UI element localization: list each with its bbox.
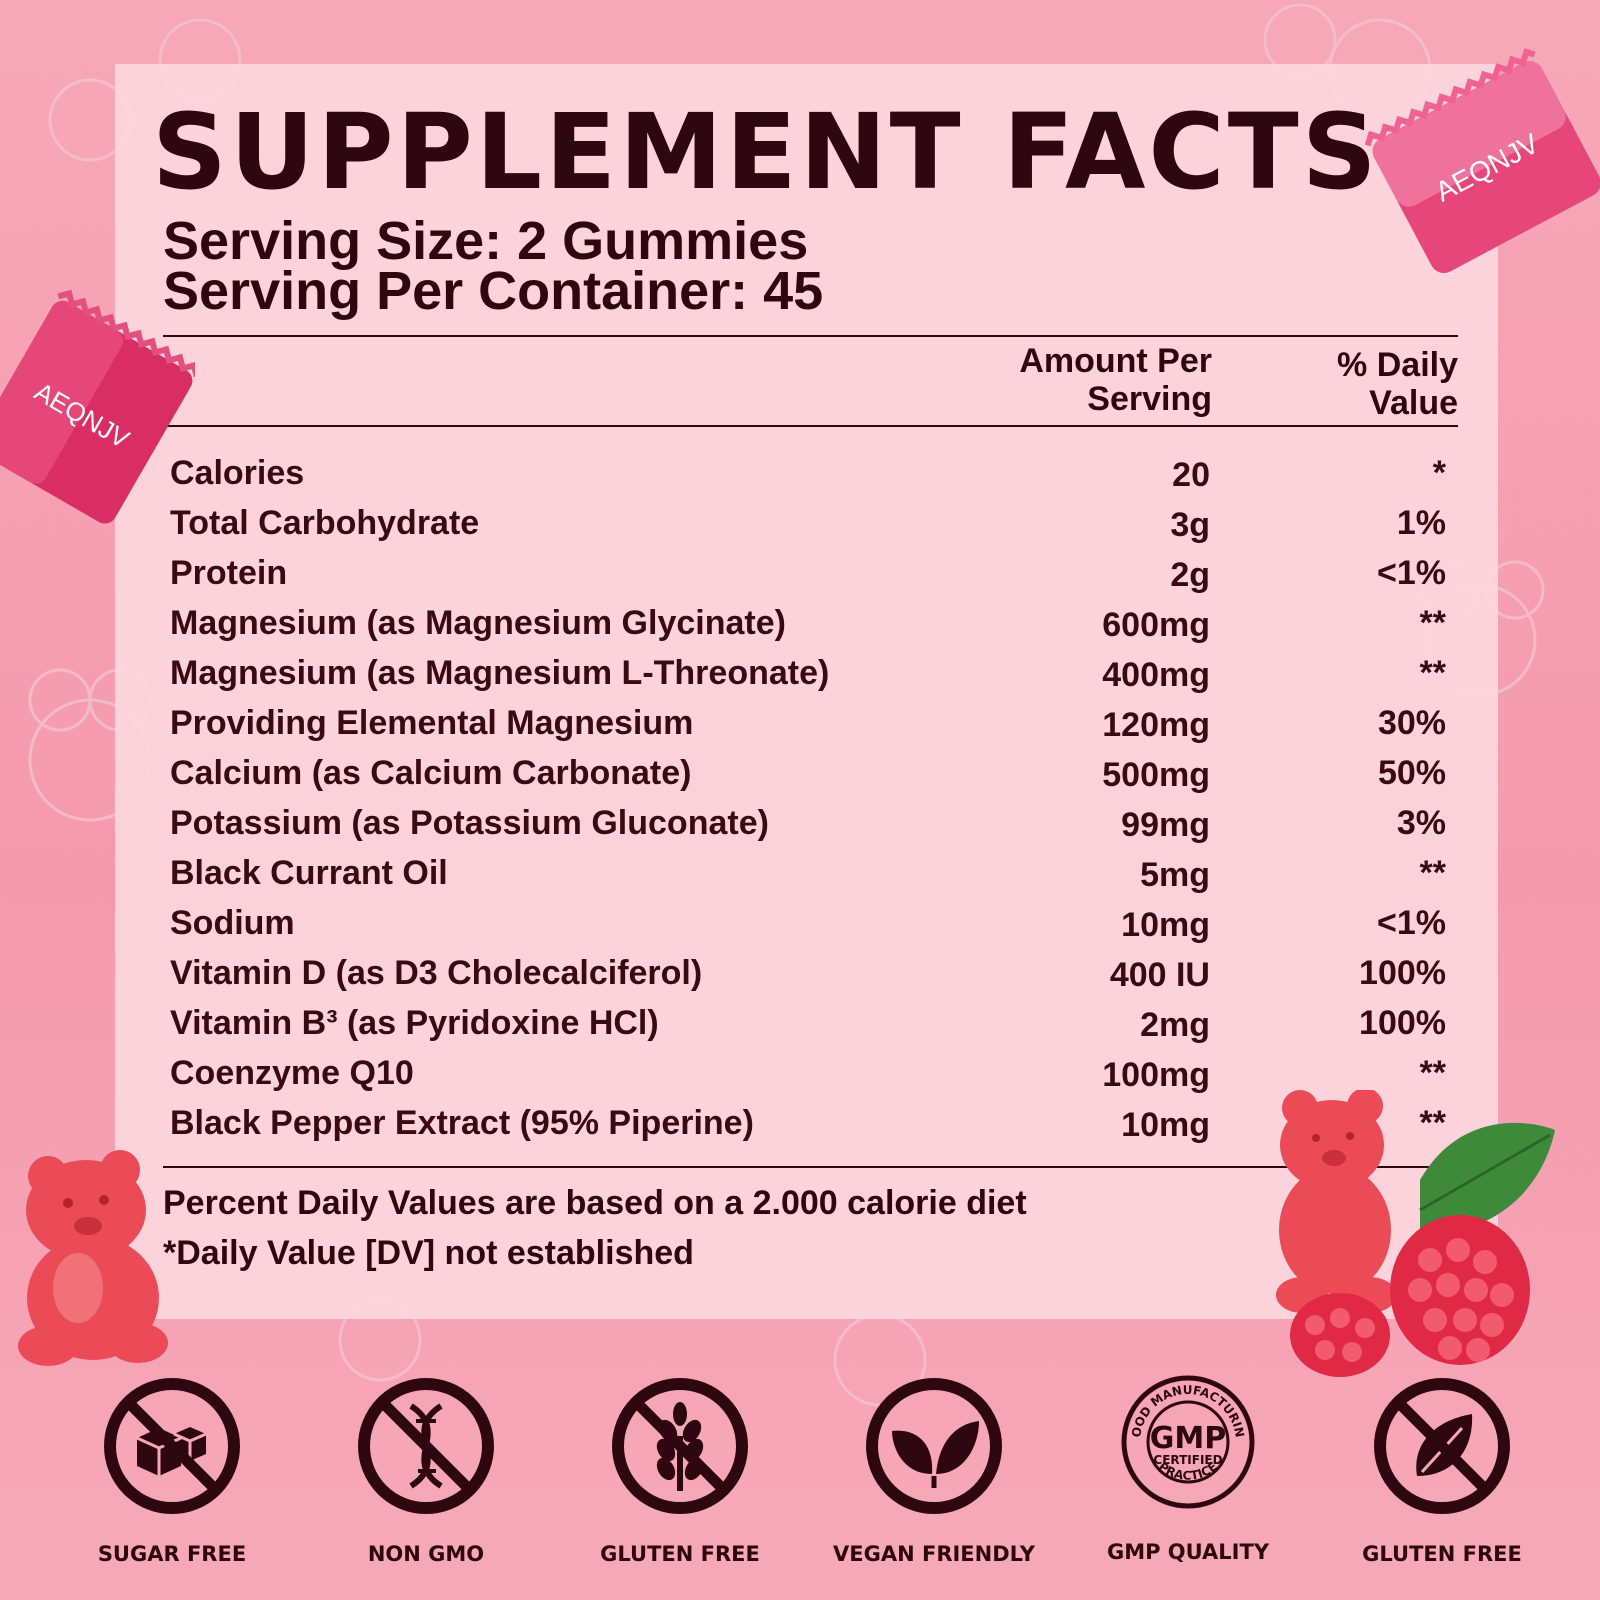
nutrient-amount: 500mg <box>1102 756 1210 794</box>
nutrient-daily-value: ** <box>1419 654 1446 692</box>
nutrient-daily-value: ** <box>1419 1054 1446 1092</box>
nutrient-name: Coenzyme Q10 <box>170 1054 414 1092</box>
nutrient-amount: 10mg <box>1121 906 1210 944</box>
badge-label-gluten-free: GLUTEN FREE <box>600 1542 760 1566</box>
nutrient-name: Potassium (as Potassium Gluconate) <box>170 804 769 842</box>
facts-panel <box>115 64 1498 1319</box>
gmp-seal-bottom-text: PRACTICE <box>1156 1459 1220 1483</box>
candy-wrapper-left: AEQNJV <box>0 289 195 524</box>
page-title: SUPPLEMENT FACTS <box>152 91 1380 213</box>
nutrient-daily-value: 3% <box>1396 804 1446 842</box>
svg-text:PRACTICE: PRACTICE <box>1156 1459 1220 1483</box>
table-row: Vitamin D (as D3 Cholecalciferol) 400 IU 1… <box>170 948 1460 998</box>
badge-label-gmp-quality: GMP QUALITY <box>1106 1540 1270 1564</box>
table-row: Sodium 10mg <1% <box>170 898 1460 948</box>
nutrient-name: Magnesium (as Magnesium L-Threonate) <box>170 654 830 692</box>
table-row: Calcium (as Calcium Carbonate) 500mg 50% <box>170 748 1460 798</box>
gmp-seal-center-text: GMP <box>1150 1421 1226 1456</box>
nutrient-daily-value: 100% <box>1359 954 1446 992</box>
no-wheat-icon <box>612 1378 748 1514</box>
nutrient-name: Vitamin D (as D3 Cholecalciferol) <box>170 954 703 992</box>
no-sugar-cubes-icon <box>104 1378 240 1514</box>
nutrient-name: Total Carbohydrate <box>170 504 480 542</box>
header-divider <box>163 425 1458 427</box>
nutrient-daily-value: 100% <box>1359 1004 1446 1042</box>
table-row: Magnesium (as Magnesium L-Threonate) 400m… <box>170 648 1460 698</box>
nutrient-amount: 400 IU <box>1109 956 1210 994</box>
nutrient-name: Protein <box>170 554 288 592</box>
nutrient-amount: 100mg <box>1102 1056 1210 1094</box>
table-row: Providing Elemental Magnesium 120mg 30% <box>170 698 1460 748</box>
table-row: Vitamin B³ (as Pyridoxine HCl) 2mg 100% <box>170 998 1460 1048</box>
nutrient-amount: 120mg <box>1102 706 1210 744</box>
nutrient-name: Magnesium (as Magnesium Glycinate) <box>170 604 786 642</box>
nutrient-daily-value: ** <box>1419 1104 1446 1142</box>
nutrient-daily-value: <1% <box>1377 554 1446 592</box>
gummy-bear-raspberry-right <box>1276 1090 1555 1377</box>
nutrient-name: Calories <box>170 454 305 492</box>
table-row: Black Pepper Extract (95% Piperine) 10mg *… <box>170 1098 1460 1148</box>
table-row: Potassium (as Potassium Gluconate) 99mg 3% <box>170 798 1460 848</box>
nutrient-amount: 10mg <box>1121 1106 1210 1144</box>
nutrient-amount: 99mg <box>1121 806 1210 844</box>
table-row: Protein 2g <1% <box>170 548 1460 598</box>
candy-wrapper-top-right: AEQNJV <box>1364 48 1600 273</box>
nutrient-daily-value: * <box>1432 454 1446 492</box>
nutrient-amount: 3g <box>1170 506 1210 544</box>
nutrient-daily-value: 30% <box>1377 704 1446 742</box>
bottom-divider <box>163 1166 1458 1168</box>
gmp-seal-icon: GOOD MANUFACTURING PRACTICE GMP CERTIFIE… <box>1118 1372 1255 1509</box>
footnote-dv-not-established: *Daily Value [DV] not established <box>163 1234 694 1272</box>
nutrient-name: Calcium (as Calcium Carbonate) <box>170 754 692 792</box>
top-divider <box>163 335 1458 337</box>
table-row: Magnesium (as Magnesium Glycinate) 600mg *… <box>170 598 1460 648</box>
nutrient-amount: 2g <box>1170 556 1210 594</box>
servings-per-container: Serving Per Container: 45 <box>163 261 824 321</box>
no-leaf-icon <box>1374 1378 1510 1514</box>
gmp-seal-sub-text: CERTIFIED <box>1153 1453 1222 1467</box>
facts-table: Calories 20 * Total Carbohydrate 3g 1% Protein… <box>170 448 1460 1148</box>
nutrient-amount: 2mg <box>1140 1006 1210 1044</box>
daily-value-column-header: % Daily Value <box>1337 346 1458 422</box>
table-row: Black Currant Oil 5mg ** <box>170 848 1460 898</box>
nutrient-daily-value: ** <box>1419 854 1446 892</box>
nutrient-name: Vitamin B³ (as Pyridoxine HCl) <box>170 1004 659 1042</box>
badge-label-vegan-friendly: VEGAN FRIENDLY <box>833 1542 1035 1566</box>
nutrient-amount: 20 <box>1172 456 1210 494</box>
no-dna-icon <box>358 1378 494 1514</box>
nutrient-name: Providing Elemental Magnesium <box>170 704 694 742</box>
table-row: Coenzyme Q10 100mg ** <box>170 1048 1460 1098</box>
table-row: Calories 20 * <box>170 448 1460 498</box>
nutrient-daily-value: ** <box>1419 604 1446 642</box>
table-row: Total Carbohydrate 3g 1% <box>170 498 1460 548</box>
nutrient-amount: 400mg <box>1102 656 1210 694</box>
footnote-daily-values: Percent Daily Values are based on a 2.00… <box>163 1184 1027 1222</box>
nutrient-amount: 600mg <box>1102 606 1210 644</box>
leaf-icon <box>866 1378 1002 1514</box>
gummy-bear-left <box>18 1150 168 1366</box>
nutrient-name: Black Currant Oil <box>170 854 448 892</box>
serving-size: Serving Size: 2 Gummies <box>163 211 809 271</box>
nutrient-daily-value: 50% <box>1377 754 1446 792</box>
badge-label-sugar-free: SUGAR FREE <box>97 1542 247 1566</box>
badge-label-gluten-free-2: GLUTEN FREE <box>1362 1542 1522 1566</box>
nutrient-daily-value: 1% <box>1396 504 1446 542</box>
nutrient-daily-value: <1% <box>1377 904 1446 942</box>
nutrient-name: Black Pepper Extract (95% Piperine) <box>170 1104 754 1142</box>
nutrient-amount: 5mg <box>1140 856 1210 894</box>
badge-label-non-gmo: NON GMO <box>367 1542 485 1566</box>
amount-column-header: Amount Per Serving <box>1019 342 1212 418</box>
nutrient-name: Sodium <box>170 904 295 942</box>
